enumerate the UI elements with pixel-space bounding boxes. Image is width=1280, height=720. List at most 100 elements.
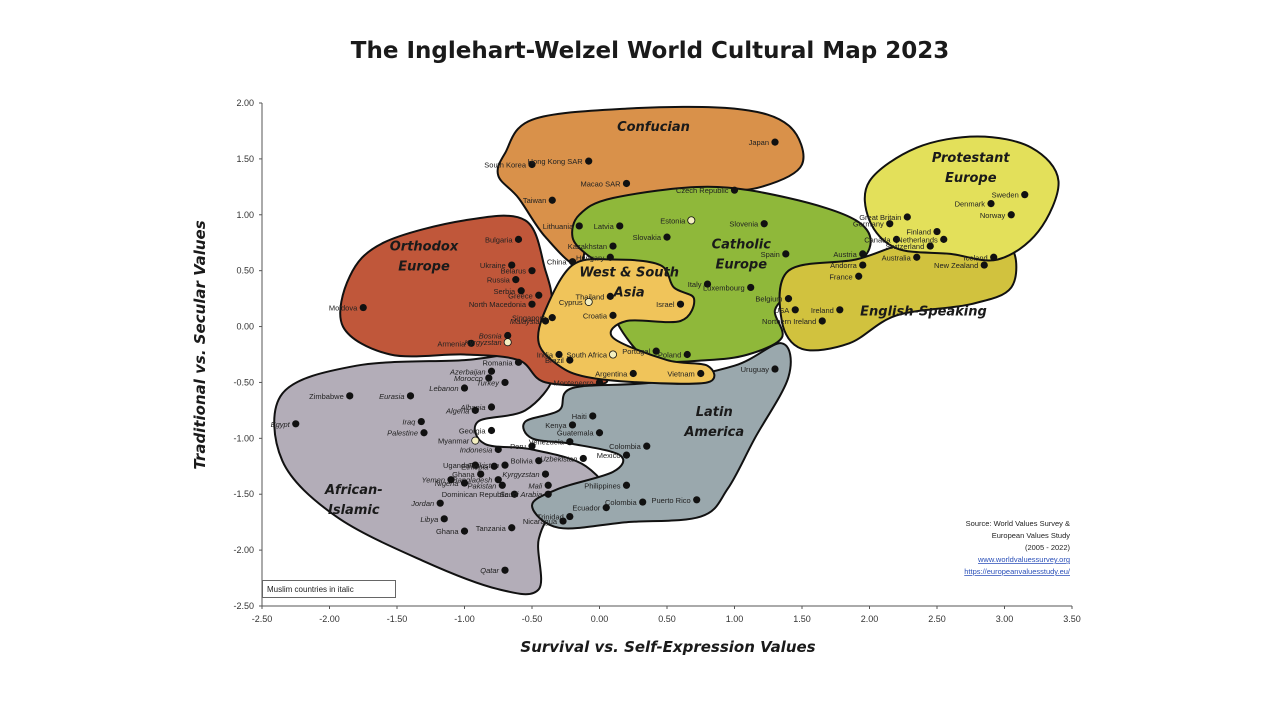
zone-label-english-speaking: English-Speaking — [860, 304, 987, 319]
country-label: Dominican Republic — [442, 490, 509, 499]
country-label: Uganda — [443, 461, 470, 470]
country-label: Indonesia — [460, 446, 493, 455]
country-label: Moldova — [329, 304, 358, 313]
country-label: Slovakia — [633, 233, 662, 242]
country-point — [980, 261, 988, 269]
country-label: Morocco — [454, 374, 483, 383]
country-label: Libya — [420, 515, 438, 524]
source-link[interactable]: www.worldvaluessurvey.org — [977, 555, 1070, 564]
country-label: Norway — [980, 211, 1006, 220]
country-point — [471, 406, 479, 414]
country-label: Bolivia — [511, 457, 534, 466]
country-point — [589, 412, 597, 420]
country-label: North Macedonia — [469, 300, 527, 309]
country-point — [585, 157, 593, 165]
country-label: Italy — [688, 280, 702, 289]
country-label: Guatemala — [557, 429, 595, 438]
zone-label-catholic-europe: Catholic Europe — [712, 237, 772, 272]
zone-label-orthodox-europe: Orthodox Europe — [390, 240, 459, 275]
country-label: South Korea — [484, 160, 527, 169]
x-tick-label: 2.50 — [928, 614, 946, 624]
y-tick-label: 1.00 — [236, 210, 254, 220]
country-label: India — [537, 351, 554, 360]
country-label: Greece — [508, 291, 533, 300]
country-point — [535, 457, 543, 465]
country-point — [510, 490, 519, 498]
country-point — [512, 276, 520, 284]
country-label: Pakistan — [468, 481, 497, 490]
x-tick-label: 2.00 — [861, 614, 879, 624]
country-point — [477, 470, 485, 478]
country-point — [566, 512, 574, 521]
country-label: Zimbabwe — [309, 392, 344, 401]
country-point — [485, 374, 493, 382]
country-point — [406, 392, 415, 400]
country-point — [579, 454, 587, 463]
country-point — [514, 235, 523, 243]
country-point — [471, 436, 480, 445]
zone-labels: Confucian Orthodox Europe Catholic Europe Pro… — [324, 120, 1010, 518]
country-label: Tanzania — [476, 524, 507, 533]
country-point — [703, 280, 712, 288]
country-point — [602, 504, 610, 512]
country-point — [609, 350, 618, 359]
country-point — [859, 261, 867, 269]
country-label: Trinidad — [537, 513, 564, 522]
country-label: Montenegro — [553, 378, 593, 387]
country-points: Japan South Korea Hong Kong SAR Macao SAR Ta… — [271, 138, 1029, 575]
country-point — [292, 420, 300, 428]
country-label: Vietnam — [667, 370, 694, 379]
country-point — [436, 499, 444, 507]
source-block: Source: World Values Survey & European Va… — [964, 519, 1071, 576]
source-link[interactable]: https://europeanvaluesstudy.eu/ — [964, 567, 1071, 576]
x-axis-title: Survival vs. Self-Expression Values — [520, 638, 815, 656]
country-label: Puerto Rico — [652, 496, 691, 505]
country-point — [501, 566, 509, 574]
x-tick-label: 0.50 — [658, 614, 676, 624]
country-point — [782, 250, 790, 258]
country-point — [501, 461, 509, 469]
country-label: Haiti — [572, 412, 587, 421]
country-label: Belgium — [755, 295, 782, 304]
country-label: Albania — [459, 403, 485, 412]
country-label: China — [547, 258, 567, 267]
country-label: Russia — [487, 276, 511, 285]
country-point — [548, 314, 556, 322]
country-point — [535, 291, 543, 299]
country-point — [622, 179, 631, 188]
country-label: Portugal — [622, 347, 650, 356]
country-label: Northern Ireland — [762, 317, 816, 326]
country-label: Myanmar — [438, 437, 470, 446]
y-tick-label: 0.50 — [236, 266, 254, 276]
source-text: Source: World Values Survey & — [966, 519, 1070, 528]
country-label: Andorra — [830, 261, 858, 270]
country-label: Lebanon — [429, 384, 458, 393]
country-point — [1007, 211, 1015, 219]
country-label: Colombia — [609, 442, 642, 451]
country-label: Bangladesh — [453, 476, 493, 485]
country-point — [652, 347, 660, 355]
country-point — [508, 524, 516, 532]
country-point — [544, 490, 552, 498]
country-point — [616, 222, 624, 230]
country-point — [1021, 191, 1029, 199]
country-point — [460, 479, 469, 487]
country-point — [760, 220, 768, 228]
country-point — [487, 403, 496, 411]
y-tick-label: -1.50 — [233, 489, 254, 499]
country-point — [606, 253, 614, 261]
country-point — [609, 311, 617, 319]
country-point — [487, 426, 496, 435]
country-point — [498, 481, 506, 489]
country-point — [514, 358, 523, 366]
zone-label-west-south-asia: West & South Asia — [579, 265, 679, 300]
y-tick-label: 2.00 — [236, 98, 254, 108]
country-point — [913, 253, 921, 261]
country-label: Macao SAR — [580, 179, 621, 188]
country-point — [575, 222, 583, 230]
country-label: Estonia — [660, 216, 686, 225]
country-label: Israel — [656, 300, 675, 309]
country-label: Thailand — [576, 292, 605, 301]
country-label: Denmark — [955, 200, 986, 209]
country-point — [730, 186, 739, 194]
